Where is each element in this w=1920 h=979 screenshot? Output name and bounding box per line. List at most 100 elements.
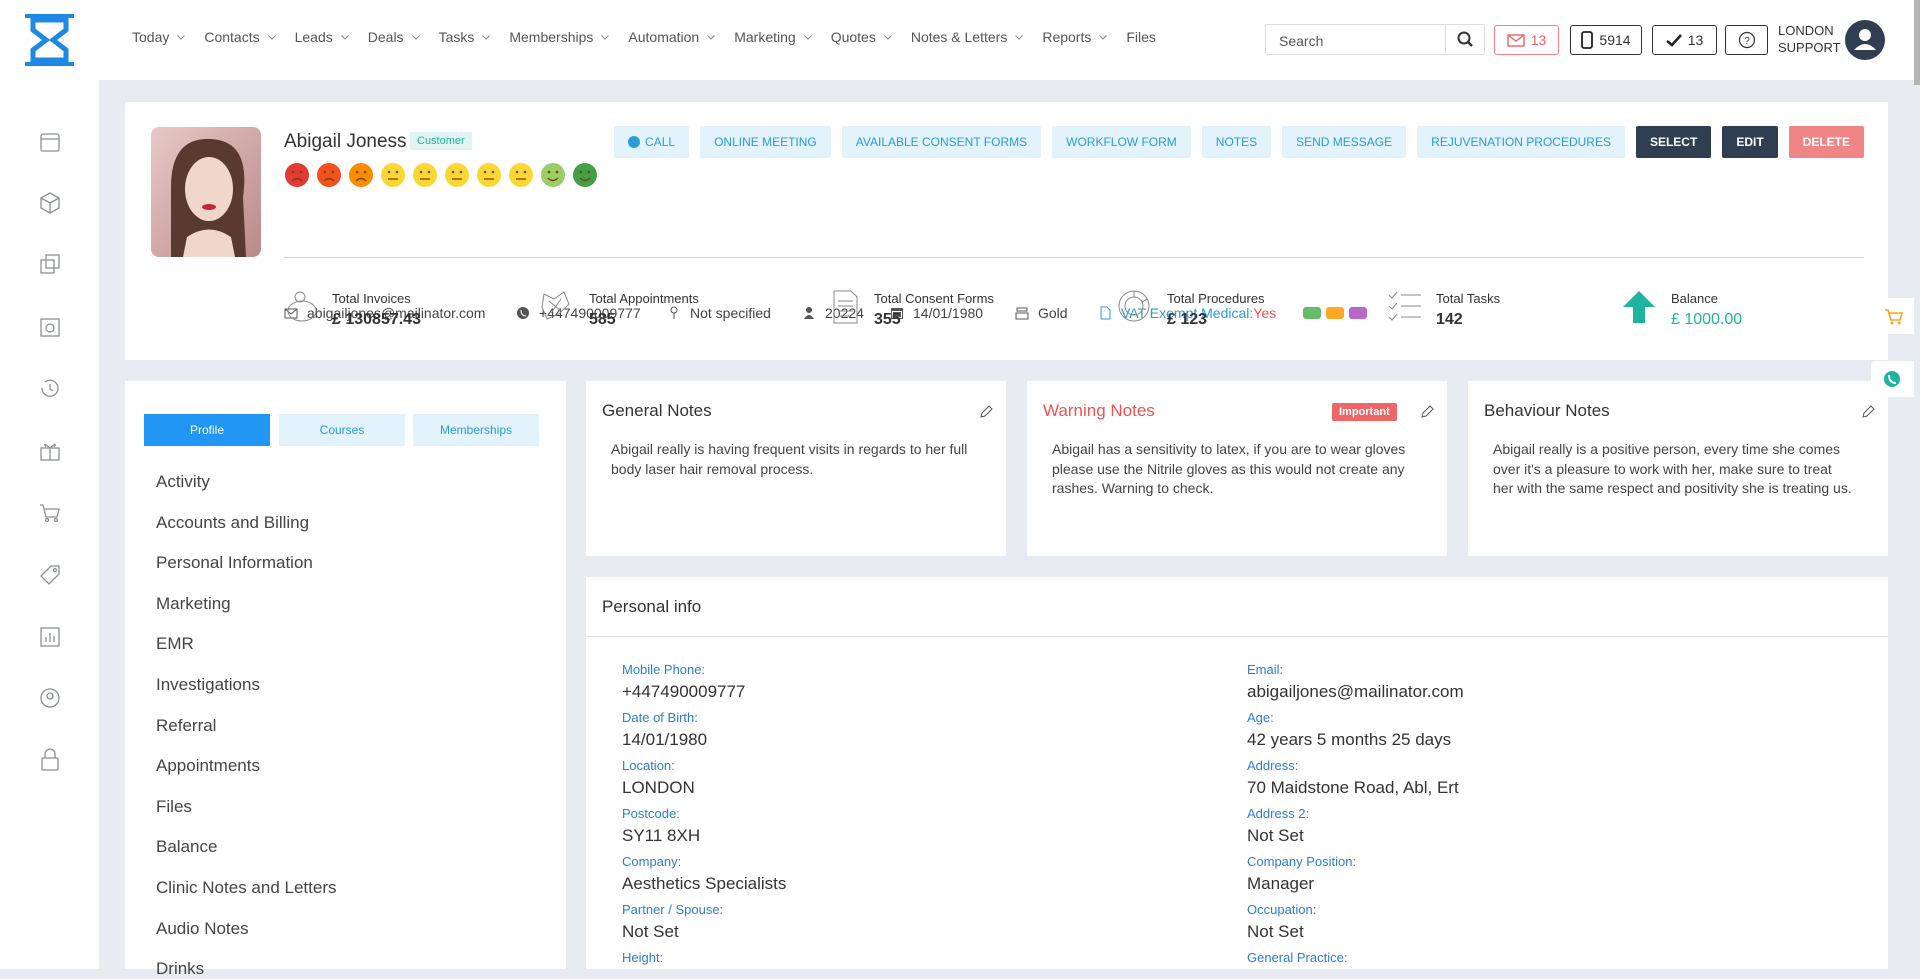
nav-label: Memberships (509, 29, 594, 45)
tab[interactable]: Profile (144, 414, 270, 446)
sidebar-icon[interactable] (41, 379, 59, 397)
nav-item[interactable]: Contacts (204, 29, 276, 45)
action-button[interactable]: AVAILABLE CONSENT FORMS (841, 126, 1042, 158)
contact-icon (670, 306, 678, 319)
menu-item[interactable]: Accounts and Billing (156, 512, 310, 532)
action-button[interactable]: REJUVENATION PROCEDURES (1417, 126, 1625, 158)
nav-item[interactable]: Notes & Letters (911, 29, 1024, 45)
satisfaction-faces[interactable] (284, 161, 604, 189)
menu-item[interactable]: Referral (156, 715, 217, 735)
face-eye (419, 170, 423, 174)
nav-item[interactable]: Tasks (439, 29, 491, 45)
menu-item[interactable]: Investigations (156, 675, 260, 694)
call-icon-circle (628, 136, 641, 148)
face[interactable] (381, 163, 405, 187)
logo[interactable] (24, 12, 75, 68)
call-shortcut[interactable] (1871, 361, 1914, 397)
face[interactable] (573, 163, 597, 187)
field-label: Partner / Spouse: (622, 902, 724, 917)
face[interactable] (509, 163, 533, 187)
sidebar-icon[interactable] (40, 565, 60, 585)
menu-item[interactable]: Appointments (156, 756, 260, 776)
menu-item[interactable]: Marketing (156, 593, 231, 613)
sidebar-icon[interactable] (40, 627, 60, 647)
sidebar-icon[interactable] (40, 688, 60, 708)
sidebar-icon[interactable] (40, 254, 60, 274)
sidebar-icon[interactable] (40, 504, 60, 523)
tab[interactable]: Courses (279, 414, 405, 446)
face[interactable] (285, 163, 309, 187)
contact-icon (1100, 306, 1111, 320)
help-button[interactable]: ? (1725, 25, 1768, 55)
phone-button[interactable]: 5914 (1570, 25, 1642, 55)
sidebar-icon[interactable] (40, 443, 60, 461)
action-label: EDIT (1736, 135, 1764, 149)
sidebar-icon[interactable] (40, 133, 60, 152)
face[interactable] (445, 163, 469, 187)
cart-shortcut[interactable] (1871, 298, 1914, 334)
action-button[interactable]: SEND MESSAGE (1282, 126, 1407, 158)
nav-label: Reports (1042, 29, 1092, 45)
face[interactable] (477, 163, 501, 187)
nav-item[interactable]: Today (132, 29, 186, 45)
menu-item[interactable]: Personal Information (156, 553, 313, 573)
client-badge: Customer (410, 132, 472, 150)
action-button[interactable]: NOTES (1201, 126, 1272, 158)
action-button[interactable]: EDIT (1722, 126, 1778, 158)
nav-item[interactable]: Deals (368, 29, 420, 45)
action-button[interactable]: WORKFLOW FORM (1052, 126, 1191, 158)
face[interactable] (349, 163, 373, 187)
scrollbar[interactable] (1914, 0, 1920, 85)
face-eye (579, 170, 583, 174)
stat-label: Total Appointments (589, 291, 699, 306)
menu-item[interactable]: Files (156, 796, 192, 816)
menu-item[interactable]: Drinks (156, 959, 205, 979)
search-icon[interactable] (1445, 25, 1484, 54)
tab[interactable]: Memberships (413, 414, 539, 446)
color-tags[interactable] (1303, 307, 1373, 319)
menu-item[interactable]: Balance (156, 837, 218, 857)
nav-item[interactable]: Quotes (831, 29, 892, 45)
nav-item[interactable]: Automation (628, 29, 716, 45)
chevron (707, 34, 716, 40)
field-label: Address: (1247, 758, 1299, 773)
nav-item[interactable]: Leads (295, 29, 349, 45)
face[interactable] (317, 163, 341, 187)
nav-item[interactable]: Reports (1042, 29, 1108, 45)
mail-button[interactable]: 13 (1494, 25, 1559, 55)
contact-icon (1015, 307, 1029, 320)
stat: Total Appointments 585 (589, 291, 699, 329)
nav-item[interactable]: Files (1126, 29, 1156, 45)
sidebar-icon[interactable] (40, 192, 60, 214)
user-avatar[interactable] (1845, 20, 1885, 60)
face[interactable] (413, 163, 437, 187)
nav-label: Leads (294, 29, 333, 45)
nav-item[interactable]: Marketing (734, 29, 812, 45)
menu-item[interactable]: Activity (156, 472, 210, 491)
action-label: REJUVENATION PROCEDURES (1431, 135, 1611, 149)
sidebar-icon[interactable] (40, 318, 60, 337)
contact-icon (284, 308, 298, 319)
nav-item[interactable]: Memberships (509, 29, 610, 45)
edit-icon[interactable] (1860, 404, 1876, 420)
tasks-button[interactable]: 13 (1652, 25, 1717, 55)
menu-item[interactable]: Audio Notes (156, 918, 249, 938)
edit-icon[interactable] (978, 404, 994, 420)
edit-icon[interactable] (1419, 404, 1435, 420)
user-name[interactable]: LONDON SUPPORT (1778, 22, 1841, 56)
face[interactable] (541, 163, 565, 187)
action-button[interactable]: DELETE (1788, 126, 1864, 158)
action-button[interactable]: SELECT (1635, 126, 1712, 158)
field-value: +447490009777 (622, 682, 746, 701)
contact-item: Gold (1015, 305, 1068, 321)
contact-item: 14/01/1980 (890, 305, 983, 321)
vat-text[interactable]: VAT Exempt Medical:Yes (1121, 305, 1276, 321)
call-icon (628, 136, 641, 148)
menu-item[interactable]: EMR (156, 634, 194, 654)
action-button[interactable]: ONLINE MEETING (700, 126, 831, 158)
action-button[interactable]: CALL (614, 126, 690, 158)
search-box[interactable]: Search (1265, 24, 1485, 55)
face-eye (483, 170, 487, 174)
sidebar-icon[interactable] (41, 748, 59, 771)
menu-item[interactable]: Clinic Notes and Letters (156, 878, 337, 897)
